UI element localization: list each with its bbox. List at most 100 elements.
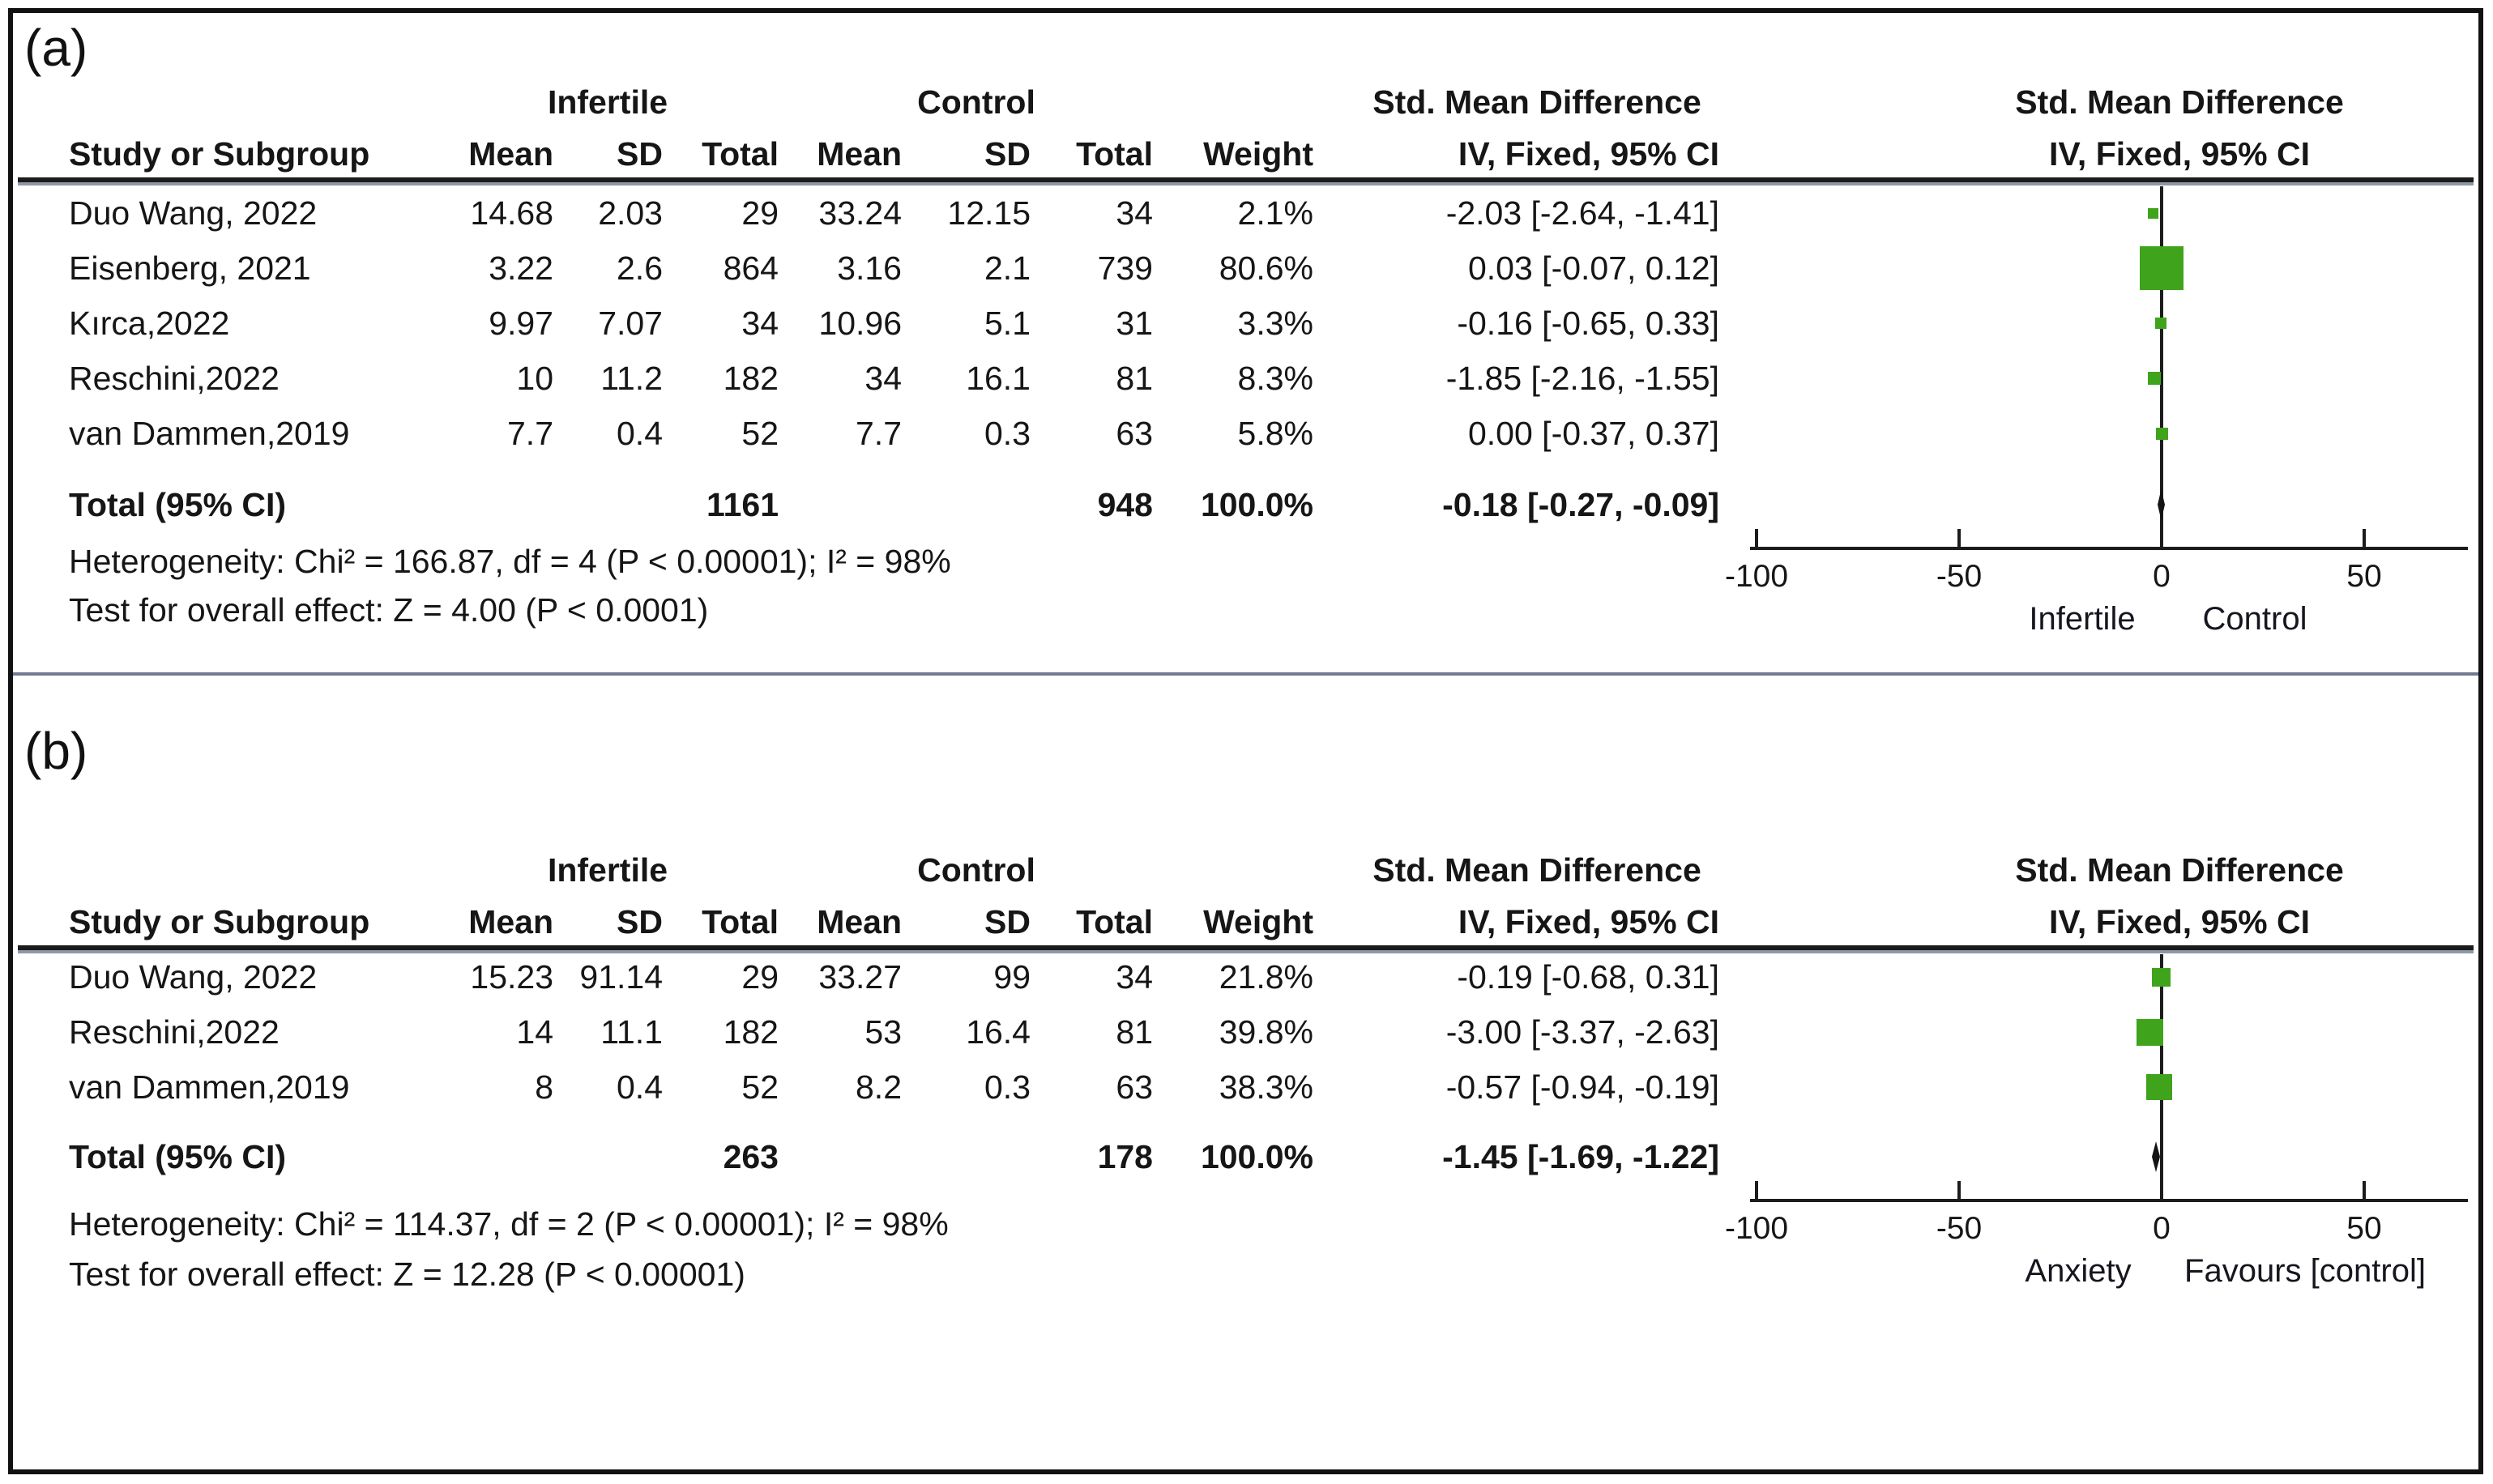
mean-control: 33.27: [818, 958, 902, 996]
mean-infertile: 7.7: [507, 415, 553, 452]
axis-tick-label: -100: [1724, 1211, 1789, 1246]
axis-tick-label: 50: [2346, 1211, 2382, 1246]
axis-tick-label: -100: [1724, 559, 1789, 594]
effect-square: [2155, 318, 2166, 329]
study-row: Reschini,2022 14 11.1 182 53 16.4 81 39.…: [0, 1012, 2493, 1052]
overall-effect-note: Test for overall effect: Z = 12.28 (P < …: [69, 1256, 745, 1293]
weight: 2.1%: [1237, 194, 1313, 232]
sd-control: 16.1: [966, 360, 1031, 397]
effect-square: [2140, 246, 2184, 290]
total-infertile: 29: [741, 194, 779, 232]
group-header-smd-plot: Std. Mean Difference: [2015, 83, 2344, 121]
smd-ci: -0.57 [-0.94, -0.19]: [1445, 1068, 1719, 1106]
mean-control: 8.2: [856, 1068, 902, 1106]
axis-tick: [1957, 529, 1961, 550]
sd-control: 0.3: [984, 1068, 1031, 1106]
axis-left-label: Infertile: [2029, 601, 2136, 637]
effect-square: [2156, 428, 2168, 440]
col-sd-control: SD: [984, 135, 1031, 173]
axis-tick-label: -50: [1936, 559, 1983, 594]
total-weight: 100.0%: [1200, 486, 1313, 523]
sd-infertile: 7.07: [598, 305, 663, 342]
mean-infertile: 14: [516, 1013, 553, 1051]
study-row: Kırca,2022 9.97 7.07 34 10.96 5.1 31 3.3…: [0, 303, 2493, 343]
heterogeneity-note: Heterogeneity: Chi² = 166.87, df = 4 (P …: [69, 543, 951, 580]
study-row: van Dammen,2019 8 0.4 52 8.2 0.3 63 38.3…: [0, 1067, 2493, 1107]
total-control: 63: [1116, 415, 1153, 452]
total-infertile: 182: [723, 360, 779, 397]
group-header-control: Control: [917, 83, 1035, 121]
total-control: 178: [1097, 1138, 1153, 1175]
overall-effect-note: Test for overall effect: Z = 4.00 (P < 0…: [69, 591, 709, 629]
col-mean-control: Mean: [817, 135, 902, 173]
weight: 8.3%: [1237, 360, 1313, 397]
mean-infertile: 8: [535, 1068, 553, 1106]
mean-control: 3.16: [837, 249, 902, 287]
mean-control: 34: [864, 360, 902, 397]
total-diamond: [2158, 489, 2165, 520]
axis-tick-label: 50: [2346, 559, 2382, 594]
group-header-smd-table: Std. Mean Difference: [1372, 851, 1701, 889]
total-infertile: 864: [723, 249, 779, 287]
study-name: Duo Wang, 2022: [69, 194, 318, 232]
study-name: van Dammen,2019: [69, 1068, 350, 1106]
sd-infertile: 2.6: [617, 249, 663, 287]
total-control: 34: [1116, 958, 1153, 996]
figure-border: [8, 8, 2483, 1474]
group-header-control: Control: [917, 851, 1035, 889]
total-row: Total (95% CI) 1161 948 100.0% -0.18 [-0…: [0, 484, 2493, 525]
effect-square: [2148, 372, 2161, 385]
axis-left-label: Anxiety: [2025, 1253, 2132, 1289]
total-control: 31: [1116, 305, 1153, 342]
total-control: 739: [1097, 249, 1153, 287]
total-row: Total (95% CI) 263 178 100.0% -1.45 [-1.…: [0, 1136, 2493, 1177]
col-total-infertile: Total: [702, 903, 779, 940]
weight: 38.3%: [1219, 1068, 1313, 1106]
weight: 39.8%: [1219, 1013, 1313, 1051]
axis-tick: [2363, 1181, 2366, 1202]
total-weight: 100.0%: [1200, 1138, 1313, 1175]
mean-infertile: 14.68: [470, 194, 553, 232]
effect-square: [2148, 208, 2158, 219]
zero-effect-line: [2160, 186, 2163, 548]
panel-a-label: (a): [24, 19, 88, 77]
mean-infertile: 15.23: [470, 958, 553, 996]
total-diamond: [2152, 1141, 2160, 1172]
sd-control: 0.3: [984, 415, 1031, 452]
panel-divider: [13, 672, 2478, 676]
total-control: 63: [1116, 1068, 1153, 1106]
weight: 3.3%: [1237, 305, 1313, 342]
axis-tick: [1755, 529, 1758, 550]
col-study: Study or Subgroup: [69, 903, 370, 940]
total-infertile: 182: [723, 1013, 779, 1051]
study-name: Eisenberg, 2021: [69, 249, 311, 287]
smd-ci: 0.00 [-0.37, 0.37]: [1467, 415, 1719, 452]
weight: 5.8%: [1237, 415, 1313, 452]
total-control: 34: [1116, 194, 1153, 232]
axis-tick: [1957, 1181, 1961, 1202]
total-control: 81: [1116, 360, 1153, 397]
col-iv-fixed-plot: IV, Fixed, 95% CI: [2048, 903, 2311, 940]
smd-ci: -0.16 [-0.65, 0.33]: [1457, 305, 1719, 342]
smd-ci: -0.19 [-0.68, 0.31]: [1457, 958, 1719, 996]
mean-infertile: 9.97: [489, 305, 553, 342]
total-control: 81: [1116, 1013, 1153, 1051]
study-name: Reschini,2022: [69, 360, 280, 397]
col-weight: Weight: [1203, 903, 1313, 940]
group-header-smd-table: Std. Mean Difference: [1372, 83, 1701, 121]
total-infertile: 29: [741, 958, 779, 996]
col-mean-infertile: Mean: [468, 903, 553, 940]
x-axis: [1750, 1199, 2468, 1202]
mean-control: 53: [864, 1013, 902, 1051]
total-label: Total (95% CI): [69, 486, 287, 523]
panel-b-label: (b): [24, 722, 88, 780]
smd-ci: 0.03 [-0.07, 0.12]: [1467, 249, 1719, 287]
weight: 21.8%: [1219, 958, 1313, 996]
col-study: Study or Subgroup: [69, 135, 370, 173]
axis-tick: [2160, 529, 2163, 550]
col-iv-fixed: IV, Fixed, 95% CI: [1458, 135, 1719, 173]
weight: 80.6%: [1219, 249, 1313, 287]
sd-control: 5.1: [984, 305, 1031, 342]
total-infertile: 263: [723, 1138, 779, 1175]
study-row: van Dammen,2019 7.7 0.4 52 7.7 0.3 63 5.…: [0, 413, 2493, 454]
